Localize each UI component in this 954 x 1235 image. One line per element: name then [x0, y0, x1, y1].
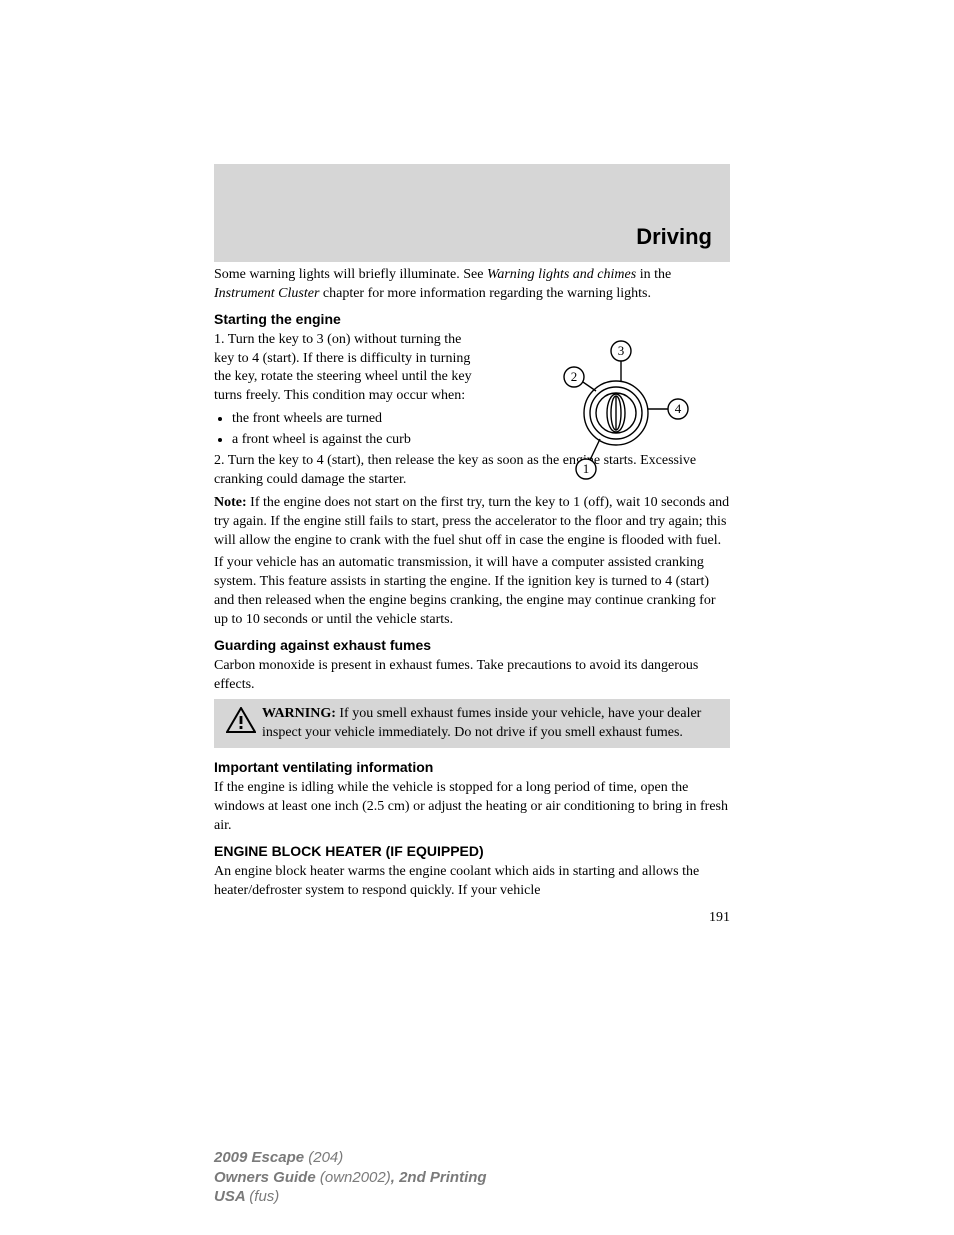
- intro-paragraph: Some warning lights will briefly illumin…: [214, 266, 730, 304]
- vent-p1: If the engine is idling while the vehicl…: [214, 779, 730, 836]
- heater-heading: ENGINE BLOCK HEATER (IF EQUIPPED): [214, 842, 730, 861]
- note-body: If the engine does not start on the firs…: [214, 495, 729, 548]
- footer-code3: (fus): [249, 1188, 279, 1205]
- footer-code1: (204): [308, 1149, 343, 1166]
- start-auto: If your vehicle has an automatic transmi…: [214, 554, 730, 630]
- footer-line2: Owners Guide (own2002), 2nd Printing: [214, 1168, 730, 1188]
- start-section: 1. Turn the key to 3 (on) without turnin…: [214, 331, 730, 450]
- ignition-diagram-svg: 2 3 4 1: [530, 331, 710, 486]
- intro-ref1: Warning lights and chimes: [487, 267, 636, 282]
- intro-ref2: Instrument Cluster: [214, 286, 319, 301]
- footer-code2: (own2002): [320, 1169, 391, 1186]
- footer: 2009 Escape (204) Owners Guide (own2002)…: [214, 1148, 730, 1207]
- page-number: 191: [214, 909, 730, 928]
- warn-label: WARNING:: [262, 706, 336, 721]
- footer-guide: Owners Guide: [214, 1169, 320, 1186]
- starting-heading: Starting the engine: [214, 310, 730, 329]
- footer-printing: , 2nd Printing: [391, 1169, 487, 1186]
- page-title: Driving: [636, 222, 712, 252]
- diagram-label-3: 3: [618, 343, 625, 358]
- intro-text3: chapter for more information regarding t…: [319, 286, 651, 301]
- intro-text2: in the: [636, 267, 671, 282]
- warning-icon: [226, 707, 256, 733]
- note-label: Note:: [214, 495, 247, 510]
- start-step1: 1. Turn the key to 3 (on) without turnin…: [214, 331, 476, 407]
- content: Some warning lights will briefly illumin…: [214, 266, 730, 928]
- ignition-diagram: 2 3 4 1: [530, 331, 710, 493]
- diagram-label-2: 2: [571, 369, 578, 384]
- start-bullet1: the front wheels are turned: [232, 410, 476, 429]
- guard-p1: Carbon monoxide is present in exhaust fu…: [214, 657, 730, 695]
- start-note: Note: If the engine does not start on th…: [214, 494, 730, 551]
- footer-line1: 2009 Escape (204): [214, 1148, 730, 1168]
- start-bullet-list: the front wheels are turned a front whee…: [214, 410, 476, 450]
- footer-model: 2009 Escape: [214, 1149, 308, 1166]
- start-bullet2: a front wheel is against the curb: [232, 431, 476, 450]
- diagram-label-1: 1: [583, 461, 590, 476]
- heater-p1: An engine block heater warms the engine …: [214, 863, 730, 901]
- footer-region: USA: [214, 1188, 249, 1205]
- header-block: Driving: [214, 164, 730, 262]
- warning-box: WARNING: If you smell exhaust fumes insi…: [214, 699, 730, 749]
- diagram-label-4: 4: [675, 401, 682, 416]
- guard-heading: Guarding against exhaust fumes: [214, 636, 730, 655]
- intro-text: Some warning lights will briefly illumin…: [214, 267, 487, 282]
- vent-heading: Important ventilating information: [214, 758, 730, 777]
- footer-line3: USA (fus): [214, 1187, 730, 1207]
